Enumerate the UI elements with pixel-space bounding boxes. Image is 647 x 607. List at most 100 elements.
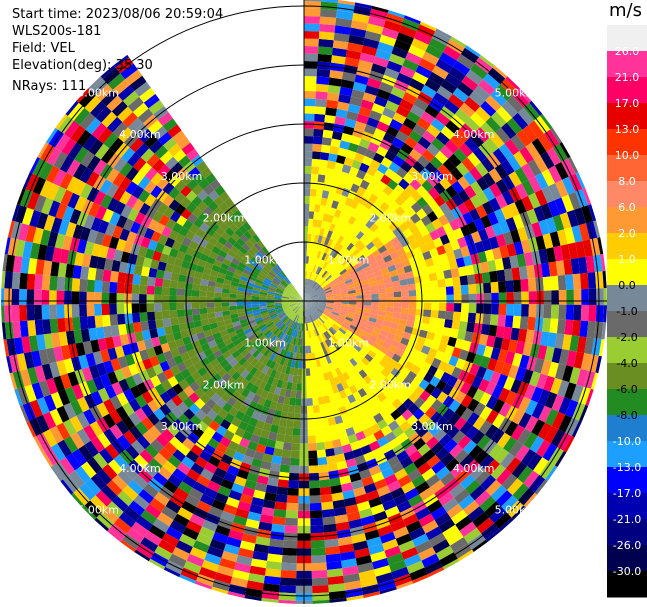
range-gate bbox=[228, 346, 238, 355]
range-gate bbox=[95, 268, 104, 281]
range-gate bbox=[465, 351, 477, 364]
range-gate bbox=[102, 67, 121, 85]
range-gate bbox=[360, 318, 369, 325]
range-gate bbox=[387, 245, 397, 255]
range-gate bbox=[496, 269, 506, 282]
range-gate bbox=[445, 139, 459, 154]
range-gate bbox=[251, 458, 263, 468]
range-gate bbox=[326, 92, 340, 102]
range-gate bbox=[563, 259, 573, 275]
range-gate bbox=[94, 143, 110, 160]
range-gate bbox=[484, 424, 499, 440]
range-gate bbox=[518, 266, 528, 280]
range-gate bbox=[135, 143, 150, 158]
range-gate bbox=[476, 293, 484, 304]
range-gate bbox=[188, 392, 200, 404]
range-gate bbox=[542, 276, 552, 291]
range-gate bbox=[322, 426, 331, 435]
range-gate bbox=[473, 85, 491, 101]
range-gate bbox=[195, 409, 207, 421]
range-gate bbox=[392, 312, 401, 319]
range-gate bbox=[521, 179, 535, 196]
range-gate bbox=[323, 395, 331, 404]
range-gate bbox=[118, 176, 132, 191]
range-gate bbox=[254, 316, 263, 322]
range-gate bbox=[177, 401, 189, 414]
range-gate bbox=[71, 278, 81, 292]
range-gate bbox=[354, 547, 371, 559]
range-gate bbox=[506, 243, 517, 257]
range-gate bbox=[324, 379, 332, 389]
range-gate bbox=[199, 307, 208, 315]
range-gate bbox=[318, 303, 327, 307]
range-gate bbox=[430, 340, 441, 351]
range-gate bbox=[360, 206, 370, 216]
range-gate bbox=[588, 204, 597, 222]
range-gate bbox=[46, 147, 62, 166]
range-gate bbox=[481, 323, 490, 336]
range-gate bbox=[253, 284, 262, 289]
range-gate bbox=[369, 334, 378, 343]
range-gate bbox=[179, 574, 197, 584]
range-gate bbox=[484, 225, 496, 239]
range-gate bbox=[223, 503, 238, 516]
range-gate bbox=[106, 183, 119, 198]
range-gate bbox=[355, 231, 365, 240]
range-gate bbox=[511, 424, 525, 441]
range-gate bbox=[226, 386, 236, 397]
range-gate bbox=[320, 324, 327, 333]
range-gate bbox=[502, 190, 515, 206]
range-gate bbox=[324, 175, 333, 185]
range-gate bbox=[239, 437, 250, 448]
range-gate bbox=[130, 221, 141, 234]
range-gate bbox=[80, 328, 91, 343]
range-gate bbox=[192, 277, 202, 285]
range-gate bbox=[245, 381, 255, 392]
range-gate bbox=[290, 344, 296, 353]
range-gate bbox=[379, 531, 396, 544]
range-gate bbox=[412, 533, 429, 547]
range-gate bbox=[122, 112, 138, 128]
range-gate bbox=[386, 552, 404, 566]
range-gate bbox=[318, 403, 327, 413]
range-gate bbox=[354, 251, 363, 260]
range-gate bbox=[275, 308, 284, 313]
range-gate bbox=[344, 57, 360, 68]
range-gate bbox=[259, 307, 268, 312]
range-gate bbox=[424, 104, 440, 119]
range-gate bbox=[490, 485, 507, 502]
range-gate bbox=[368, 245, 378, 254]
range-gate bbox=[148, 267, 158, 278]
range-gate bbox=[322, 312, 330, 318]
range-gate bbox=[176, 215, 188, 227]
range-gate bbox=[554, 197, 567, 215]
range-gate bbox=[124, 353, 136, 366]
range-gate bbox=[283, 334, 289, 342]
range-gate bbox=[287, 343, 293, 352]
range-gate bbox=[419, 390, 431, 402]
range-gate bbox=[390, 409, 402, 421]
range-gate bbox=[168, 143, 182, 157]
range-gate bbox=[213, 216, 224, 227]
range-gate bbox=[265, 359, 273, 368]
range-gate bbox=[423, 338, 434, 348]
range-gate bbox=[297, 296, 304, 301]
range-gate bbox=[88, 202, 101, 218]
range-gate bbox=[309, 367, 315, 376]
range-gate bbox=[336, 202, 345, 212]
range-gate bbox=[286, 381, 293, 391]
range-gate bbox=[50, 465, 63, 482]
range-gate bbox=[360, 279, 370, 286]
range-gate bbox=[402, 91, 418, 105]
range-gate bbox=[216, 377, 227, 388]
range-gate bbox=[306, 375, 311, 384]
range-gate bbox=[191, 302, 200, 309]
range-gate bbox=[406, 111, 421, 124]
range-gate bbox=[337, 0, 356, 6]
range-gate bbox=[164, 263, 174, 273]
range-gate bbox=[209, 538, 226, 551]
range-gate bbox=[272, 267, 279, 275]
range-gate bbox=[305, 286, 308, 294]
range-gate bbox=[560, 244, 571, 261]
range-gate bbox=[158, 447, 173, 461]
